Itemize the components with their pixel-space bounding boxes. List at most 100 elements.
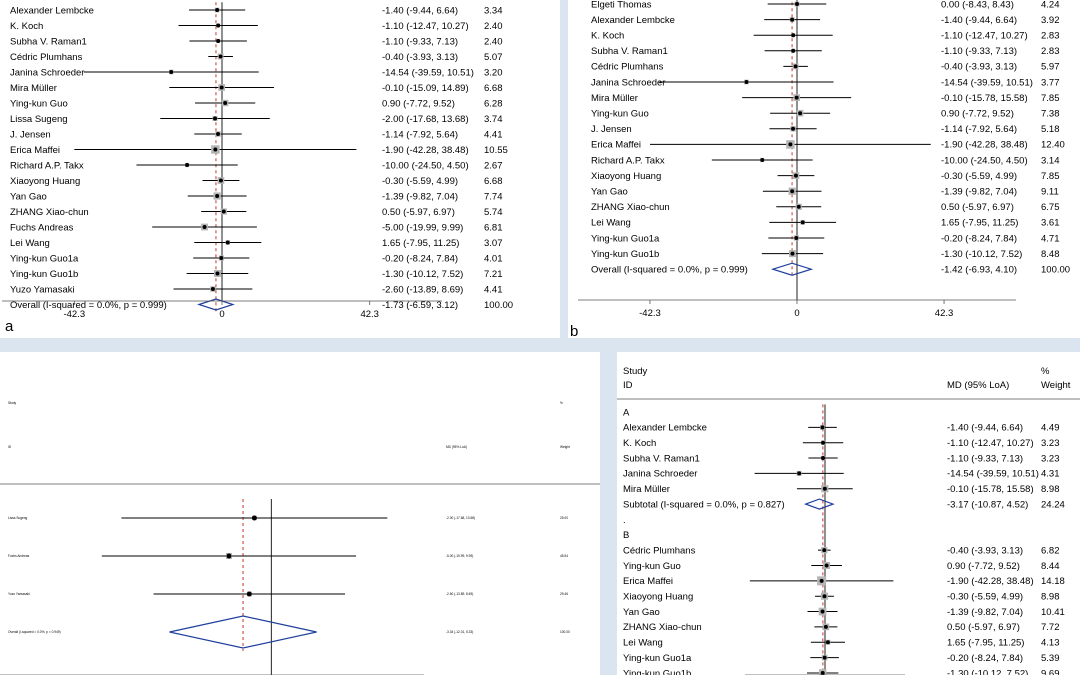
ci-value: -1.10 (-9.33, 7.13) (947, 453, 1023, 464)
summary-diamond (770, 262, 814, 276)
study-label: Richard A.P. Takx (10, 160, 84, 171)
study-label: Mira Müller (591, 93, 638, 104)
study-label: K. Koch (591, 31, 624, 42)
study-label: Cédric Plumhans (10, 52, 83, 63)
ci-value: -14.54 (-39.59, 10.51) (382, 67, 474, 78)
study-label: Yan Gao (591, 187, 628, 198)
weight-value: 3.23 (1041, 453, 1060, 464)
study-label: Fuchs Andreas (8, 554, 30, 558)
point-estimate (216, 39, 221, 43)
point-estimate (210, 287, 215, 291)
summary-label: Overall (I-squared = 0.0%, p = 0.999) (10, 300, 167, 311)
weight-value: 4.49 (1041, 423, 1060, 434)
study-label: Erica Maffei (10, 145, 60, 156)
study-label: Cédric Plumhans (623, 545, 696, 556)
study-label: Yuzo Yamasaki (10, 284, 75, 295)
ci-value: 0.50 (-5.97, 6.97) (947, 622, 1020, 633)
point-estimate (794, 236, 799, 240)
study-label: Subha V. Raman1 (10, 36, 87, 47)
header-pct: % (560, 401, 563, 405)
study-label: Ying-kun Guo1a (591, 233, 660, 244)
study-label: Ying-kun Guo (591, 109, 649, 120)
weight-value: 6.68 (484, 176, 503, 187)
ci-value: -0.30 (-5.59, 4.99) (941, 171, 1017, 182)
forest-plot-c-svg: Study ID MD (95% LoA)% Weight Lissa Sugeng -2… (0, 401, 600, 675)
weight-value: 2.40 (484, 36, 503, 47)
study-label: J. Jensen (591, 124, 632, 135)
study-label: Janina Schroeder (623, 469, 697, 480)
weight-value: 3.77 (1041, 77, 1060, 88)
weight-value: 2.67 (484, 160, 503, 171)
point-estimate (822, 655, 827, 660)
ci-value: -2.60 (-13.89, 8.69) (382, 284, 463, 295)
header-md: MD (95% LoA) (446, 445, 467, 449)
ci-value: -1.10 (-12.47, 10.27) (947, 438, 1034, 449)
ci-value: 1.65 (-7.95, 11.25) (941, 218, 1018, 229)
weight-value: 6.75 (1041, 202, 1060, 213)
x-tick-label: -42.3 (63, 309, 85, 320)
forest-plot-d-svg: Study ID MD (95% LoA)% Weight A Alexander Lem… (617, 366, 1080, 675)
ci-value: -0.40 (-3.93, 3.13) (382, 52, 458, 63)
weight-value: 3.20 (484, 67, 503, 78)
header-weight: Weight (1041, 380, 1071, 391)
study-label: Ying-kun Guo1b (591, 249, 659, 260)
weight-value: 100.00 (560, 630, 570, 634)
weight-value: 7.74 (484, 191, 503, 202)
ci-value: -1.39 (-9.82, 7.04) (941, 187, 1017, 198)
point-estimate (788, 142, 793, 147)
study-label: J. Jensen (10, 129, 51, 140)
ci-value: -1.14 (-7.92, 5.64) (941, 124, 1017, 135)
point-estimate (218, 178, 223, 183)
study-label: Xiaoyong Huang (10, 176, 80, 187)
ci-value: -1.10 (-9.33, 7.13) (941, 46, 1017, 57)
ci-value: -3.34 (-12.01, 5.33) (446, 630, 473, 634)
weight-value: 2.83 (1041, 31, 1060, 42)
point-estimate (213, 147, 218, 152)
weight-value: 24.24 (1041, 499, 1065, 510)
study-label: Alexander Lembcke (10, 5, 94, 16)
study-label: Fuchs Andreas (10, 222, 74, 233)
x-tick-label: -42.3 (639, 308, 661, 319)
point-estimate (791, 48, 796, 53)
x-tick-label: 0 (219, 309, 224, 320)
weight-value: 4.13 (1041, 638, 1060, 649)
ci-value: -1.90 (-42.28, 38.48) (947, 576, 1034, 587)
point-estimate (821, 440, 826, 445)
study-label: Cédric Plumhans (591, 62, 664, 73)
point-estimate (185, 163, 190, 167)
study-label: Elgeti Thomas (591, 0, 652, 10)
point-estimate (251, 515, 257, 521)
header-md: MD (95% LoA) (947, 380, 1009, 391)
weight-value: 5.97 (1041, 62, 1060, 73)
ci-value: -1.30 (-10.12, 7.52) (947, 668, 1028, 675)
ci-value: -10.00 (-24.50, 4.50) (382, 160, 469, 171)
ci-value: -1.73 (-6.59, 3.12) (382, 300, 458, 311)
ci-value: -0.40 (-3.93, 3.13) (947, 545, 1023, 556)
ci-value: -10.00 (-24.50, 4.50) (941, 155, 1028, 166)
weight-value: 6.28 (484, 98, 503, 109)
ci-value: -1.40 (-9.44, 6.64) (382, 5, 458, 16)
weight-value: 45.54 (560, 554, 568, 558)
weight-value: 8.44 (1041, 561, 1060, 572)
ci-value: -1.39 (-9.82, 7.04) (947, 607, 1023, 618)
ci-value: -1.30 (-10.12, 7.52) (941, 249, 1022, 260)
study-label: Subha V. Raman1 (623, 453, 700, 464)
study-label: Alexander Lembcke (623, 423, 707, 434)
weight-value: 2.40 (484, 21, 503, 32)
weight-value: 7.72 (1041, 622, 1060, 633)
weight-value: 12.40 (1041, 140, 1065, 151)
point-estimate (213, 116, 218, 121)
weight-value: 3.74 (484, 114, 503, 125)
point-estimate (791, 126, 796, 131)
study-label: Ying-kun Guo1b (10, 269, 78, 280)
weight-value: 3.92 (1041, 15, 1060, 26)
weight-value: 14.18 (1041, 576, 1065, 587)
weight-value: 9.69 (1041, 668, 1060, 675)
point-estimate (824, 563, 829, 568)
ci-value: 0.90 (-7.72, 9.52) (941, 109, 1014, 120)
ci-value: -0.30 (-5.59, 4.99) (947, 592, 1023, 603)
panel-label: b (570, 323, 578, 338)
point-estimate (219, 85, 224, 90)
ci-value: -1.90 (-42.28, 38.48) (941, 140, 1028, 151)
study-label: Ying-kun Guo (623, 561, 681, 572)
